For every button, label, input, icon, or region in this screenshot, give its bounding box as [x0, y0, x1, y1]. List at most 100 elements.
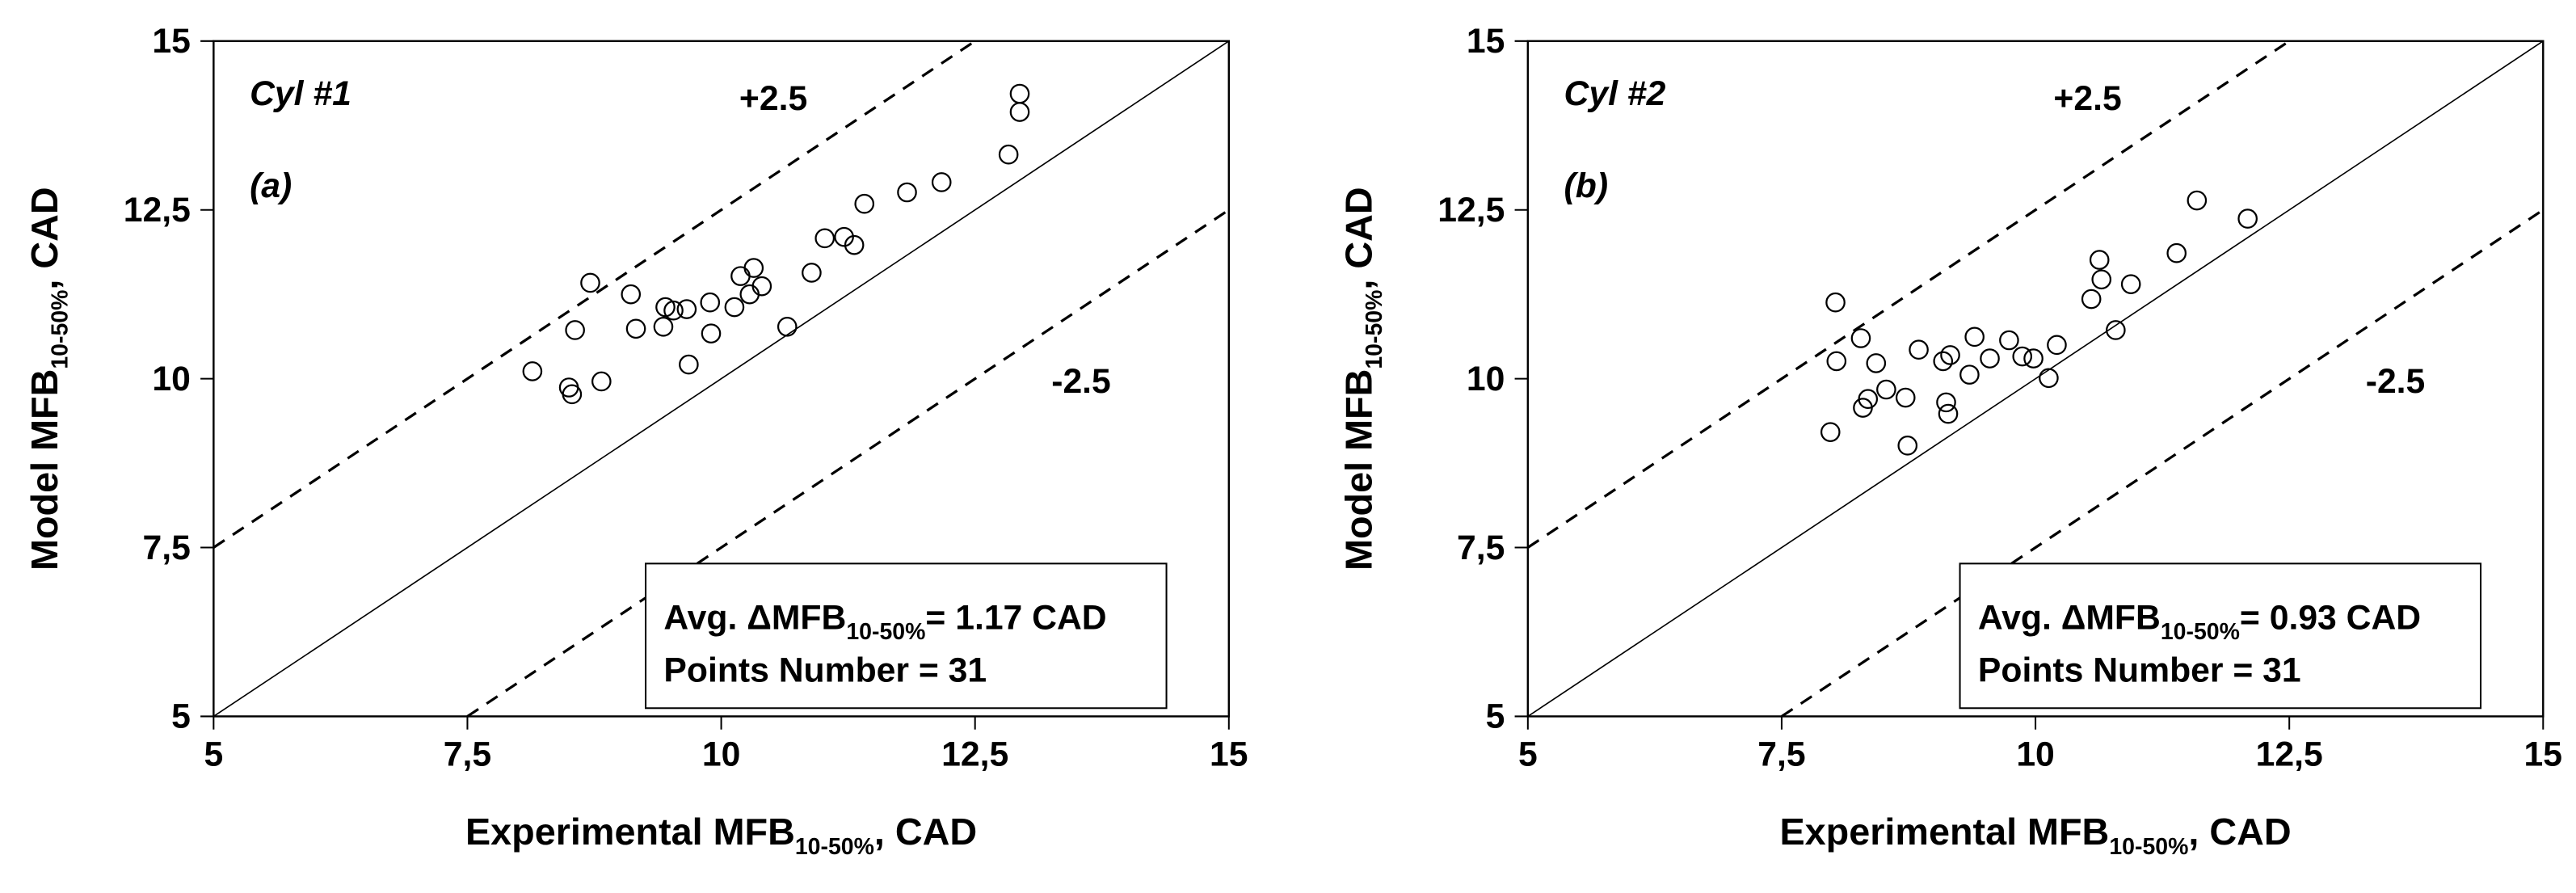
- data-point: [802, 263, 822, 283]
- reference-line: [213, 40, 976, 549]
- data-point: [897, 182, 917, 203]
- reference-line: [466, 209, 1230, 718]
- data-point: [730, 266, 751, 286]
- data-point: [2237, 209, 2258, 229]
- data-point: [2047, 335, 2067, 356]
- data-point: [1826, 351, 1847, 372]
- data-point: [580, 272, 600, 293]
- data-point: [1933, 351, 1954, 372]
- label-text: Avg. ΔMFB: [1978, 599, 2161, 638]
- x-tick-label: 10: [2016, 735, 2054, 773]
- panel-name: Cyl #1: [250, 74, 351, 113]
- data-point: [1850, 328, 1871, 348]
- data-point: [2081, 289, 2102, 310]
- panel: 5 7,5 10 12,5 15 5 7,5 10 12,5 15 Experimental MFB…: [23, 22, 1248, 860]
- x-tick-label: 15: [1210, 735, 1248, 773]
- data-point: [1999, 330, 2019, 351]
- label-text: , CAD: [874, 811, 977, 853]
- label-text: Model MFB: [1338, 369, 1380, 571]
- label-text: Experimental MFB: [465, 811, 795, 853]
- data-point: [663, 300, 684, 321]
- label-subscript: 10-50%: [2161, 619, 2240, 645]
- label-subscript: 10-50%: [1362, 290, 1387, 369]
- data-point: [2106, 320, 2126, 340]
- data-point: [2023, 348, 2044, 369]
- data-point: [562, 384, 583, 405]
- data-point: [1825, 292, 1846, 313]
- reference-line: [213, 40, 1230, 718]
- data-point: [751, 276, 772, 297]
- data-point: [1959, 364, 1980, 385]
- x-tick-label: 7,5: [444, 735, 491, 773]
- data-point: [814, 228, 836, 249]
- label-text: , CAD: [2188, 811, 2291, 853]
- data-point: [1820, 422, 1841, 442]
- data-point: [522, 361, 543, 381]
- data-point: [1964, 326, 1985, 348]
- x-tick-label: 5: [1518, 735, 1538, 773]
- data-point: [2187, 190, 2208, 211]
- data-point: [676, 299, 697, 319]
- data-point: [625, 318, 646, 339]
- data-point: [1876, 379, 1896, 400]
- data-point: [1936, 392, 1956, 413]
- x-tick-label: 15: [2524, 735, 2562, 773]
- label-text: , CAD: [23, 187, 65, 289]
- label-subscript: 10-50%: [2109, 834, 2188, 860]
- data-point: [679, 354, 699, 375]
- y-tick-label: 15: [1467, 22, 1505, 61]
- x-tick-label: 12,5: [941, 735, 1008, 773]
- data-point: [2091, 269, 2112, 290]
- data-point: [653, 316, 674, 337]
- x-axis-label: Experimental MFB10-50%, CAD: [465, 811, 977, 860]
- data-point: [1858, 389, 1879, 410]
- reference-line: [1526, 40, 2291, 549]
- data-point: [621, 284, 642, 305]
- data-point: [2039, 368, 2059, 389]
- data-point: [1866, 353, 1887, 373]
- stats-average: Avg. ΔMFB10-50%= 0.93 CAD: [1978, 599, 2421, 645]
- stats-box: [1959, 562, 2482, 710]
- label-text: Model MFB: [23, 369, 65, 571]
- y-tick-label: 12,5: [124, 191, 191, 230]
- y-tick-label: 10: [152, 360, 190, 398]
- reference-label: +2.5: [2053, 79, 2121, 118]
- stats-box: [645, 562, 1168, 710]
- data-point: [2012, 346, 2033, 367]
- label-subscript: 10-50%: [846, 619, 925, 645]
- stats-points: Points Number = 31: [1978, 651, 2301, 690]
- y-tick-label: 10: [1467, 360, 1505, 398]
- data-point: [700, 292, 721, 313]
- y-axis-label: Model MFB10-50%, CAD: [23, 187, 73, 571]
- label-text: = 0.93 CAD: [2240, 599, 2421, 638]
- y-tick-label: 7,5: [1457, 529, 1505, 567]
- y-tick-label: 5: [171, 697, 191, 736]
- reference-label: -2.5: [1051, 362, 1111, 401]
- data-point: [844, 234, 865, 255]
- reference-label: +2.5: [739, 79, 807, 118]
- reference-label: -2.5: [2366, 362, 2426, 401]
- data-point: [739, 284, 760, 305]
- reference-line: [1781, 209, 2544, 718]
- data-point: [1897, 436, 1918, 456]
- y-tick-label: 5: [1486, 697, 1505, 736]
- stats-average: Avg. ΔMFB10-50%= 1.17 CAD: [663, 599, 1106, 645]
- x-tick-label: 12,5: [2256, 735, 2323, 773]
- label-subscript: 10-50%: [795, 834, 874, 860]
- x-axis-label: Experimental MFB10-50%, CAD: [1779, 811, 2291, 860]
- panel-letter: (b): [1564, 166, 1609, 205]
- panel: 5 7,5 10 12,5 15 5 7,5 10 12,5 15 Experimental MFB…: [1338, 22, 2562, 860]
- y-tick-label: 7,5: [143, 529, 191, 567]
- data-point: [2166, 242, 2187, 263]
- y-tick-label: 12,5: [1437, 191, 1505, 230]
- data-point: [2089, 250, 2110, 270]
- label-text: Avg. ΔMFB: [663, 599, 846, 638]
- y-tick-label: 15: [152, 22, 190, 61]
- data-point: [1009, 83, 1030, 104]
- x-tick-label: 5: [204, 735, 223, 773]
- data-point: [998, 144, 1019, 165]
- data-point: [565, 320, 585, 340]
- label-text: = 1.17 CAD: [925, 599, 1106, 638]
